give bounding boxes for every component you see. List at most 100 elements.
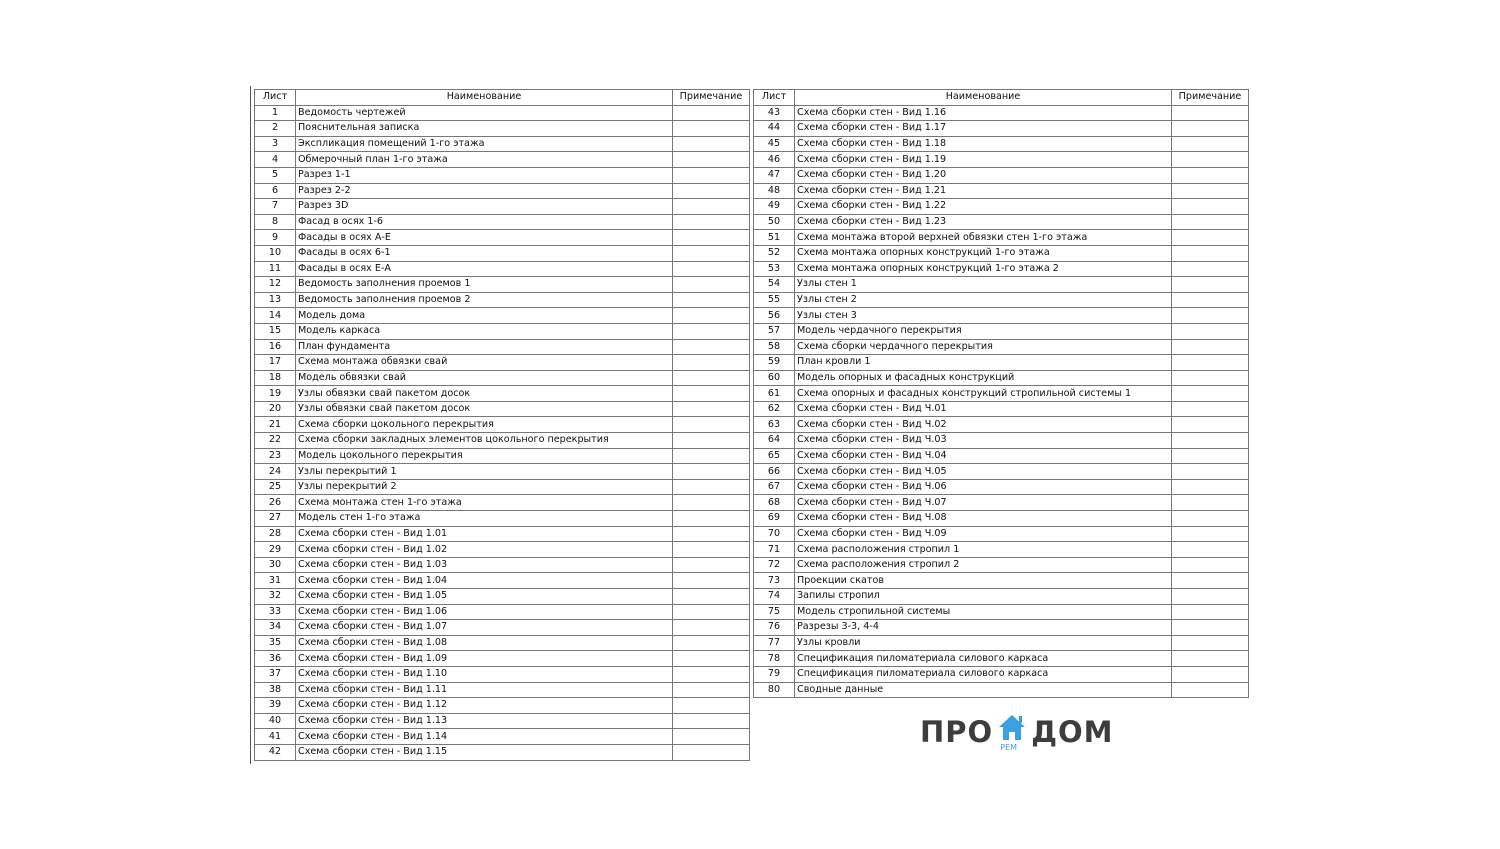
- sheet-name-cell: Экспликация помещений 1-го этажа: [295, 135, 673, 153]
- sheet-note-cell: [1171, 120, 1249, 137]
- table-row: 50 Схема сборки стен - Вид 1.23: [753, 213, 1249, 231]
- sheet-name-cell: Схема сборки чердачного перекрытия: [794, 338, 1172, 356]
- sheet-note-cell: [672, 322, 750, 340]
- sheet-number-cell: 64: [753, 432, 795, 449]
- sheet-note-cell: [672, 556, 750, 574]
- sheet-number-cell: 4: [254, 151, 296, 168]
- sheet-note-cell: [1171, 681, 1249, 699]
- sheet-name-cell: Модель каркаса: [295, 322, 673, 340]
- watermark-text-right: ДОМ: [1031, 715, 1114, 749]
- table-row: 58 Схема сборки чердачного перекрытия: [753, 338, 1249, 356]
- sheet-number-cell: 31: [254, 572, 296, 589]
- sheet-name-cell: Схема сборки стен - Вид 1.15: [295, 743, 673, 761]
- sheet-number-cell: 39: [254, 697, 296, 714]
- sheet-number-cell: 24: [254, 463, 296, 480]
- sheet-name-cell: Схема монтажа обвязки свай: [295, 354, 673, 371]
- sheet-note-cell: [672, 588, 750, 605]
- table-row: 29 Схема сборки стен - Вид 1.02: [254, 541, 750, 558]
- table-row: 73 Проекции скатов: [753, 572, 1249, 589]
- page-border-line: [250, 86, 251, 764]
- sheet-name-cell: Разрезы 3-3, 4-4: [794, 619, 1172, 636]
- sheet-note-cell: [672, 104, 750, 122]
- sheet-name-cell: Схема монтажа опорных конструкций 1-го э…: [794, 244, 1172, 262]
- sheet-name-cell: Фасады в осях А-Е: [295, 229, 673, 246]
- table-row: 19 Узлы обвязки свай пакетом досок: [254, 385, 750, 402]
- sheet-note-cell: [1171, 478, 1249, 496]
- sheet-name-cell: Схема сборки стен - Вид 1.17: [794, 120, 1172, 137]
- table-row: 10 Фасады в осях 6-1: [254, 244, 750, 262]
- table-row: 55 Узлы стен 2: [753, 291, 1249, 309]
- sheet-name-cell: План кровли 1: [794, 354, 1172, 371]
- sheet-name-cell: Схема сборки стен - Вид Ч.05: [794, 463, 1172, 480]
- table-row: 26 Схема монтажа стен 1-го этажа: [254, 494, 750, 512]
- sheet-note-cell: [1171, 322, 1249, 340]
- table-row: 71 Схема расположения стропил 1: [753, 541, 1249, 558]
- sheet-name-cell: Сводные данные: [794, 681, 1172, 699]
- drawing-list-table-left: Лист Наименование Примечание 1 Ведомость …: [254, 89, 750, 761]
- table-row: 16 План фундамента: [254, 338, 750, 356]
- table-row: 27 Модель стен 1-го этажа: [254, 510, 750, 527]
- drawing-list-table-right: Лист Наименование Примечание 43 Схема сбо…: [753, 89, 1249, 699]
- table-row: 44 Схема сборки стен - Вид 1.17: [753, 120, 1249, 137]
- sheet-note-cell: [672, 400, 750, 418]
- sheet-number-cell: 20: [254, 400, 296, 418]
- sheet-number-cell: 48: [753, 182, 795, 200]
- table-row: 54 Узлы стен 1: [753, 276, 1249, 293]
- sheet-number-cell: 40: [254, 712, 296, 730]
- table-row: 8 Фасад в осях 1-6: [254, 213, 750, 231]
- sheet-note-cell: [672, 198, 750, 215]
- sheet-note-cell: [672, 541, 750, 558]
- header-note: Примечание: [1171, 89, 1249, 106]
- sheet-note-cell: [672, 338, 750, 356]
- sheet-note-cell: [1171, 400, 1249, 418]
- sheet-name-cell: Фасады в осях 6-1: [295, 244, 673, 262]
- sheet-number-cell: 52: [753, 244, 795, 262]
- sheet-name-cell: Схема сборки стен - Вид 1.09: [295, 650, 673, 667]
- table-row: 41 Схема сборки стен - Вид 1.14: [254, 728, 750, 745]
- sheet-note-cell: [672, 525, 750, 543]
- sheet-name-cell: Схема сборки стен - Вид 1.10: [295, 665, 673, 683]
- sheet-name-cell: Схема сборки стен - Вид 1.08: [295, 634, 673, 652]
- sheet-note-cell: [672, 120, 750, 137]
- sheet-note-cell: [1171, 447, 1249, 465]
- table-row: 38 Схема сборки стен - Вид 1.11: [254, 681, 750, 699]
- sheet-name-cell: Схема опорных и фасадных конструкций стр…: [794, 385, 1172, 402]
- table-row: 61 Схема опорных и фасадных конструкций с…: [753, 385, 1249, 402]
- table-row: 34 Схема сборки стен - Вид 1.07: [254, 619, 750, 636]
- sheet-note-cell: [1171, 229, 1249, 246]
- sheet-note-cell: [672, 650, 750, 667]
- sheet-name-cell: Схема сборки стен - Вид 1.21: [794, 182, 1172, 200]
- sheet-name-cell: Схема сборки стен - Вид 1.20: [794, 166, 1172, 184]
- sheet-name-cell: Схема сборки стен - Вид 1.02: [295, 541, 673, 558]
- sheet-number-cell: 21: [254, 416, 296, 434]
- table-header-row: Лист Наименование Примечание: [753, 89, 1249, 106]
- sheet-number-cell: 69: [753, 510, 795, 527]
- sheet-number-cell: 28: [254, 525, 296, 543]
- sheet-name-cell: Схема сборки стен - Вид Ч.03: [794, 432, 1172, 449]
- sheet-number-cell: 13: [254, 291, 296, 309]
- table-row: 35 Схема сборки стен - Вид 1.08: [254, 634, 750, 652]
- sheet-number-cell: 29: [254, 541, 296, 558]
- sheet-number-cell: 45: [753, 135, 795, 153]
- sheet-name-cell: Спецификация пиломатериала силового карк…: [794, 665, 1172, 683]
- sheet-note-cell: [1171, 650, 1249, 667]
- sheet-note-cell: [1171, 541, 1249, 558]
- sheet-number-cell: 25: [254, 478, 296, 496]
- sheet-name-cell: Модель стропильной системы: [794, 603, 1172, 621]
- table-row: 21 Схема сборки цокольного перекрытия: [254, 416, 750, 434]
- table-row: 1 Ведомость чертежей: [254, 104, 750, 122]
- sheet-number-cell: 15: [254, 322, 296, 340]
- sheet-number-cell: 30: [254, 556, 296, 574]
- table-row: 46 Схема сборки стен - Вид 1.19: [753, 151, 1249, 168]
- sheet-number-cell: 36: [254, 650, 296, 667]
- sheet-name-cell: Ведомость заполнения проемов 2: [295, 291, 673, 309]
- sheet-number-cell: 60: [753, 369, 795, 387]
- sheet-name-cell: Разрез 3D: [295, 198, 673, 215]
- table-row: 74 Запилы стропил: [753, 588, 1249, 605]
- sheet-note-cell: [1171, 588, 1249, 605]
- table-row: 15 Модель каркаса: [254, 322, 750, 340]
- sheet-note-cell: [1171, 104, 1249, 122]
- sheet-name-cell: Узлы обвязки свай пакетом досок: [295, 385, 673, 402]
- table-row: 20 Узлы обвязки свай пакетом досок: [254, 400, 750, 418]
- table-row: 79 Спецификация пиломатериала силового ка…: [753, 665, 1249, 683]
